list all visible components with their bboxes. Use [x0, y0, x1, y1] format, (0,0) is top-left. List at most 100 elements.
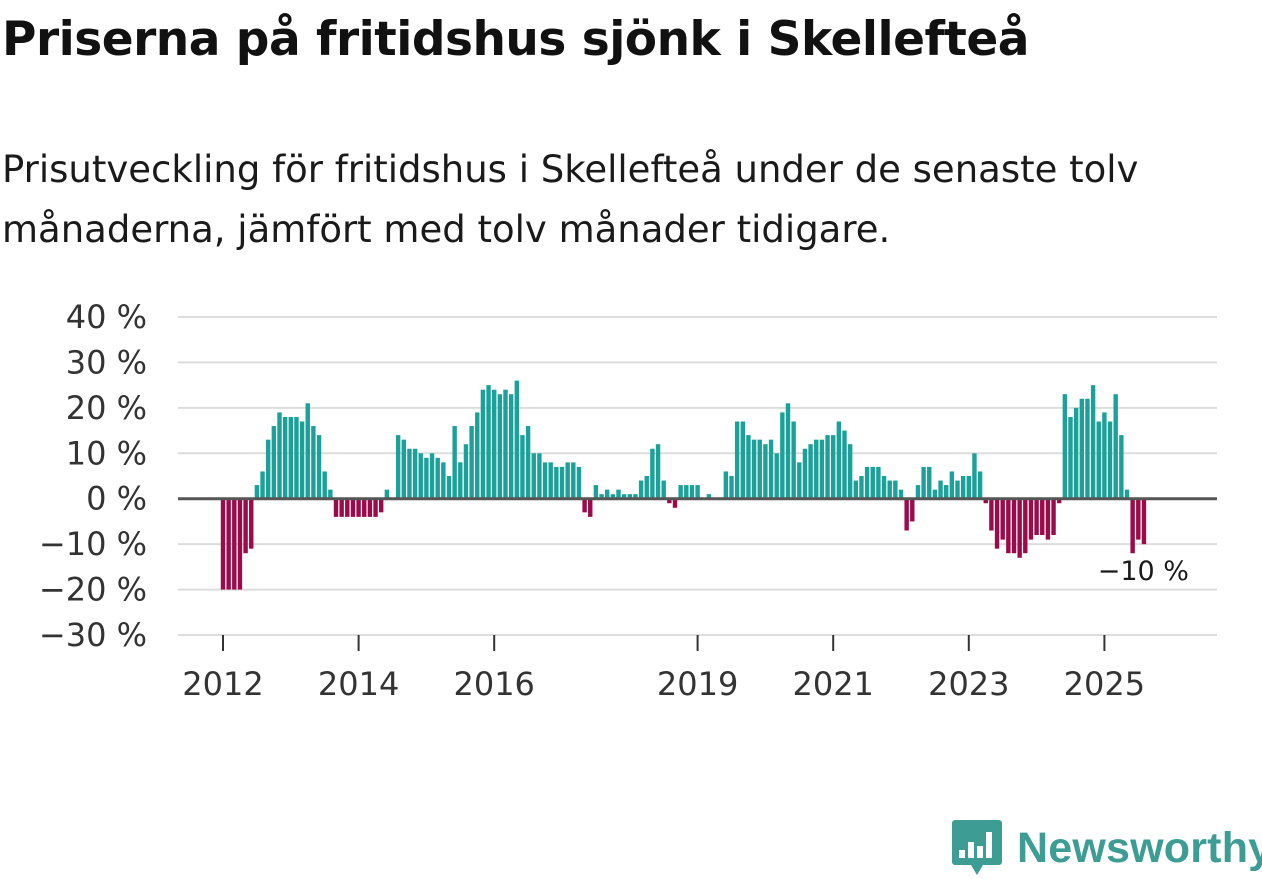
bar [243, 498, 248, 554]
bar [797, 462, 802, 499]
x-tick-label: 2023 [928, 665, 1009, 703]
bar [955, 480, 960, 499]
bar [1045, 498, 1051, 540]
bar [983, 498, 988, 504]
bar [362, 498, 367, 517]
bar [881, 476, 887, 499]
bar [831, 435, 836, 499]
bar [774, 453, 779, 499]
bar [706, 494, 712, 499]
y-tick-label: −30 % [39, 616, 147, 654]
bar [808, 444, 813, 499]
bar [441, 462, 446, 499]
bar [429, 453, 435, 499]
x-tick-label: 2012 [182, 665, 263, 703]
x-tick-label: 2025 [1064, 665, 1145, 703]
x-tick-label: 2016 [453, 665, 534, 703]
bar [633, 494, 638, 499]
bar [559, 466, 565, 499]
bar [288, 416, 293, 499]
bar [989, 498, 994, 531]
bar [322, 471, 327, 499]
bar [1023, 498, 1028, 554]
bar [887, 480, 892, 499]
bar [819, 439, 825, 499]
y-tick-label: −20 % [39, 571, 147, 609]
bar [1051, 498, 1056, 536]
bar [576, 466, 582, 499]
bar [294, 416, 299, 499]
bar [1141, 498, 1147, 545]
bar [249, 498, 254, 549]
bar [780, 412, 785, 499]
bar [277, 412, 282, 499]
bar [689, 485, 695, 499]
last-value-annotation: −10 % [1098, 556, 1189, 587]
bar [960, 476, 966, 499]
bar [1028, 498, 1034, 540]
bar [870, 466, 875, 499]
price-change-bar-chart: 40 %30 %20 %10 %0 %−10 %−20 %−30 % 2012 2… [39, 298, 1217, 703]
bar [328, 489, 333, 499]
newsworthy-brand: Newsworthy [951, 818, 1262, 878]
bar [684, 485, 689, 499]
bar [333, 498, 339, 517]
x-tick-label: 2021 [792, 665, 873, 703]
bar [282, 416, 288, 499]
bar [379, 498, 384, 513]
bars [220, 380, 1147, 590]
bar [1130, 498, 1135, 554]
bar [452, 426, 457, 499]
bar [605, 489, 610, 499]
newsworthy-logo-icon [952, 820, 1002, 875]
bar [345, 498, 350, 517]
bar [825, 435, 830, 499]
bar [729, 476, 734, 499]
bar [655, 444, 661, 499]
bar [876, 466, 881, 499]
bar [757, 439, 762, 499]
bar [751, 439, 757, 499]
bar [531, 453, 536, 499]
bar [588, 498, 593, 517]
bar [921, 466, 926, 499]
bar [469, 426, 474, 499]
bar [537, 453, 542, 499]
bar [949, 471, 955, 499]
bar [678, 485, 683, 499]
bar [458, 462, 463, 499]
bar [520, 435, 525, 499]
bar [621, 494, 627, 499]
bar [1096, 421, 1101, 499]
bar [582, 498, 587, 513]
bar [836, 421, 842, 499]
bar [915, 485, 921, 499]
bar [802, 448, 808, 499]
bar [1062, 394, 1068, 499]
bar [237, 498, 243, 590]
bar [853, 480, 858, 499]
y-tick-label: 20 % [66, 389, 147, 427]
bar [734, 421, 740, 499]
bar [542, 462, 548, 499]
bar [859, 476, 864, 499]
bar [271, 426, 277, 499]
bar [847, 444, 853, 499]
bar [893, 480, 898, 499]
bar [904, 498, 909, 531]
bar [463, 444, 469, 499]
bar [932, 489, 938, 499]
bar [695, 485, 700, 499]
bar [305, 403, 310, 499]
bar [1034, 498, 1039, 536]
bar [316, 435, 322, 499]
bar [650, 448, 655, 499]
bar [260, 471, 265, 499]
bar [1068, 416, 1073, 499]
bar [672, 498, 678, 508]
chart-title: Priserna på fritidshus sjönk i Skellefte… [2, 12, 1029, 67]
bar [814, 439, 819, 499]
bar [407, 448, 412, 499]
bar [401, 439, 406, 499]
bar [627, 494, 632, 499]
